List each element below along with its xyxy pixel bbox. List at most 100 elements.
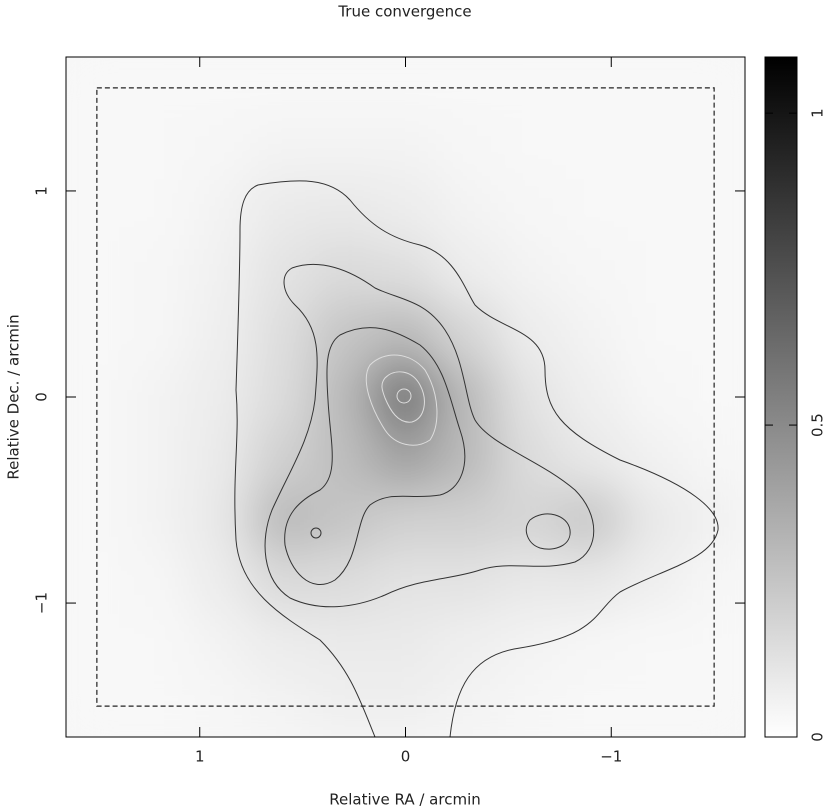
- contour: [365, 354, 438, 446]
- contour: [310, 527, 322, 539]
- heatmap-cell: [374, 180, 437, 243]
- heatmap-cell: [188, 180, 252, 243]
- colorbar-tick-label: 0.5: [809, 413, 827, 437]
- heatmap-cell: [188, 427, 252, 491]
- heatmap-cell: [374, 303, 437, 367]
- heatmap-cell: [374, 427, 437, 491]
- heatmap: [66, 57, 745, 737]
- heatmap-cell: [127, 118, 190, 182]
- heatmap-cell: [312, 427, 376, 491]
- heatmap-cell: [127, 241, 190, 305]
- heatmap-cell: [435, 241, 499, 305]
- heatmap-cell: [188, 241, 252, 305]
- heatmap-cell: [250, 427, 314, 491]
- heatmap-cell: [497, 118, 561, 182]
- contour: [381, 371, 425, 423]
- heatmap-cell: [497, 180, 561, 243]
- heatmap-cell: [621, 180, 684, 243]
- heatmap-cell: [435, 612, 499, 676]
- heatmap-cell: [312, 118, 376, 182]
- heatmap-cell: [312, 180, 376, 243]
- x-axis-label: Relative RA / arcmin: [329, 791, 481, 809]
- heatmap-cell: [374, 612, 437, 676]
- contour: [264, 264, 595, 608]
- heatmap-cell: [127, 489, 190, 553]
- heatmap-cell: [435, 303, 499, 367]
- heatmap-cell: [497, 303, 561, 367]
- heatmap-cell: [559, 118, 623, 182]
- heatmap-cell: [435, 489, 499, 553]
- heatmap-cell: [621, 241, 684, 305]
- chart-title: True convergence: [337, 3, 471, 21]
- heatmap-cell: [127, 551, 190, 614]
- heatmap-cell: [250, 365, 314, 429]
- heatmap-cell: [621, 551, 684, 614]
- heatmap-cell: [559, 241, 623, 305]
- heatmap-cell: [435, 427, 499, 491]
- colorbar: [764, 56, 798, 738]
- heatmap-cell: [312, 612, 376, 676]
- x-tick-label: 1: [195, 748, 205, 766]
- heatmap-cell: [435, 365, 499, 429]
- heatmap-cell: [374, 489, 437, 553]
- heatmap-cell: [250, 241, 314, 305]
- heatmap-cell: [559, 489, 623, 553]
- heatmap-cell: [250, 180, 314, 243]
- heatmap-cell: [559, 180, 623, 243]
- x-tick-label: −1: [600, 748, 622, 766]
- heatmap-cell: [250, 118, 314, 182]
- heatmap-cell: [621, 427, 684, 491]
- heatmap-cell: [188, 551, 252, 614]
- colorbar-tick-label: 0: [809, 732, 827, 742]
- heatmap-cell: [497, 365, 561, 429]
- contours: [234, 180, 719, 737]
- y-tick-label: −1: [33, 592, 51, 614]
- heatmap-cell: [435, 180, 499, 243]
- heatmap-cell: [435, 551, 499, 614]
- contour: [525, 513, 571, 550]
- heatmap-cell: [312, 303, 376, 367]
- heatmap-cell: [312, 241, 376, 305]
- heatmap-cell: [188, 365, 252, 429]
- y-tick-label: 0: [33, 392, 51, 402]
- heatmap-cell: [188, 118, 252, 182]
- heatmap-cell: [621, 612, 684, 676]
- heatmap-cell: [188, 612, 252, 676]
- heatmap-cell: [497, 551, 561, 614]
- heatmap-cell: [497, 427, 561, 491]
- heatmap-cell: [127, 365, 190, 429]
- heatmap-cell: [250, 303, 314, 367]
- heatmap-cell: [312, 365, 376, 429]
- heatmap-cell: [435, 118, 499, 182]
- heatmap-cell: [312, 489, 376, 553]
- heatmap-cell: [250, 489, 314, 553]
- heatmap-cell: [127, 427, 190, 491]
- heatmap-cell: [559, 551, 623, 614]
- x-tick-label: 0: [401, 748, 411, 766]
- heatmap-cell: [374, 551, 437, 614]
- y-tick-label: 1: [33, 186, 51, 196]
- heatmap-cell: [559, 365, 623, 429]
- heatmap-cell: [312, 551, 376, 614]
- heatmap-cell: [621, 303, 684, 367]
- heatmap-cell: [127, 180, 190, 243]
- contour: [396, 388, 412, 404]
- colorbar-tick-label: 1: [809, 108, 827, 118]
- field-boundary: [96, 87, 715, 707]
- heatmap-cell: [250, 612, 314, 676]
- heatmap-cell: [127, 303, 190, 367]
- heatmap-cell: [497, 241, 561, 305]
- heatmap-cell: [621, 365, 684, 429]
- contour: [234, 180, 719, 737]
- heatmap-cell: [374, 241, 437, 305]
- heatmap-cell: [497, 612, 561, 676]
- heatmap-cell: [559, 612, 623, 676]
- y-axis-label: Relative Dec. / arcmin: [5, 314, 23, 479]
- heatmap-cell: [621, 489, 684, 553]
- heatmap-cell: [188, 489, 252, 553]
- heatmap-cell: [559, 303, 623, 367]
- heatmap-cell: [621, 118, 684, 182]
- heatmap-cell: [250, 551, 314, 614]
- heatmap-cell: [559, 427, 623, 491]
